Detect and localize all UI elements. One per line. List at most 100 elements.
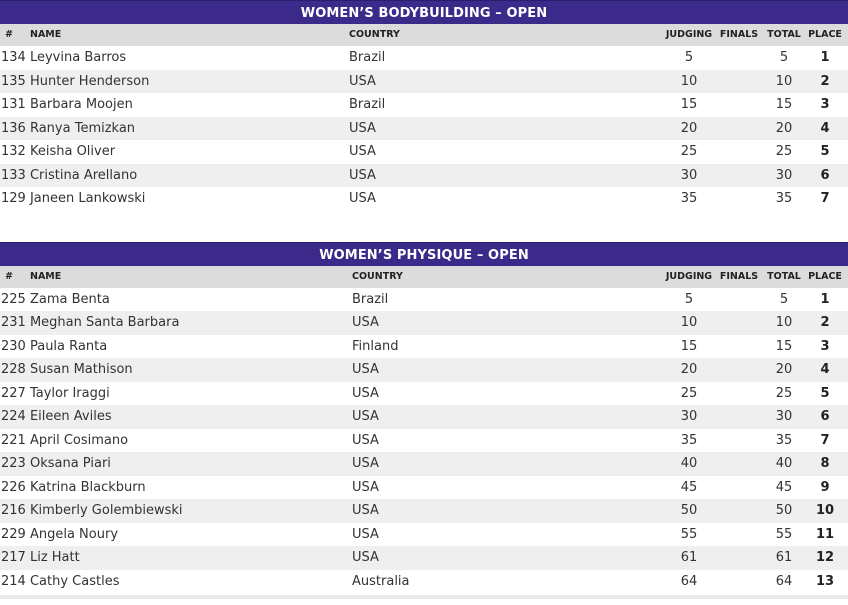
total-cell: 40 xyxy=(775,456,793,471)
place-cell: 6 xyxy=(820,167,830,183)
table-row: 226 Katrina Blackburn USA 45 45 9 xyxy=(0,476,848,500)
total-cell: 25 xyxy=(775,385,793,401)
country-cell: USA xyxy=(352,409,379,424)
competitor-name: Liz Hatt xyxy=(29,550,80,565)
header-place: PLACE xyxy=(808,270,842,282)
place-cell: 5 xyxy=(820,144,830,159)
table-row: 216 Kimberly Golembiewski USA 50 50 10 xyxy=(0,499,848,523)
judging-cell: 15 xyxy=(680,338,698,354)
judging-cell: 20 xyxy=(680,362,698,377)
competitor-name: Paula Ranta xyxy=(29,338,108,354)
table-row: 132 Keisha Oliver USA 25 25 5 xyxy=(0,140,848,164)
country-cell: USA xyxy=(352,432,379,448)
competitor-name: Zama Benta xyxy=(29,291,110,307)
header-country: COUNTRY xyxy=(349,29,400,40)
competitor-name: Angela Noury xyxy=(29,526,119,542)
competitor-name: Kimberly Golembiewski xyxy=(29,503,183,518)
competitor-number-name: 226 Katrina Blackburn xyxy=(1,476,146,500)
place-cell: 7 xyxy=(820,191,830,206)
competitor-number: 228 xyxy=(1,362,26,377)
place-cell: 4 xyxy=(820,120,830,136)
total-cell: 35 xyxy=(775,191,793,206)
total-cell: 10 xyxy=(775,73,793,89)
total-cell: 25 xyxy=(775,144,793,159)
competitor-number: 221 xyxy=(1,432,26,448)
judging-cell: 15 xyxy=(680,97,698,112)
competitor-number-name: 136 Ranya Temizkan xyxy=(1,117,135,141)
country-cell: Brazil xyxy=(349,97,386,112)
competitor-number-name: 221 April Cosimano xyxy=(1,429,128,453)
judging-cell: 20 xyxy=(680,120,698,136)
table-bottom-border xyxy=(0,595,848,599)
competitor-number-name: 132 Keisha Oliver xyxy=(1,140,115,164)
country-cell: USA xyxy=(349,73,376,89)
country-cell: USA xyxy=(349,167,376,183)
place-cell: 1 xyxy=(820,291,830,307)
competitor-number-name: 227 Taylor Iraggi xyxy=(1,382,110,406)
header-place: PLACE xyxy=(808,29,842,40)
competitor-name: April Cosimano xyxy=(29,432,129,448)
competitor-name: Ranya Temizkan xyxy=(29,120,136,136)
place-cell: 8 xyxy=(820,456,830,471)
table-row: 221 April Cosimano USA 35 35 7 xyxy=(0,429,848,453)
competitor-name: Katrina Blackburn xyxy=(29,479,146,495)
total-cell: 10 xyxy=(775,315,793,330)
competitor-number: 136 xyxy=(1,120,26,136)
table-row: 136 Ranya Temizkan USA 20 20 4 xyxy=(0,116,848,141)
total-cell: 30 xyxy=(775,167,793,183)
header-num: # xyxy=(5,29,13,40)
judging-cell: 45 xyxy=(680,479,698,495)
header-finals: FINALS xyxy=(719,29,759,40)
table-row: 134 Leyvina Barros Brazil 5 5 1 xyxy=(0,46,848,70)
competitor-name: Oksana Piari xyxy=(29,456,111,471)
header-total: TOTAL xyxy=(767,270,801,282)
competitor-number-name: 129 Janeen Lankowski xyxy=(1,187,145,211)
section-title: WOMEN’S BODYBUILDING – OPEN xyxy=(0,0,848,24)
place-cell: 4 xyxy=(820,362,830,377)
judging-cell: 25 xyxy=(680,144,698,159)
country-cell: USA xyxy=(352,315,379,330)
competitor-number: 231 xyxy=(1,315,26,330)
table-body: 225 Zama Benta Brazil 5 5 1 231 Meghan Santa … xyxy=(0,288,848,594)
table-row: 231 Meghan Santa Barbara USA 10 10 2 xyxy=(0,311,848,335)
place-cell: 2 xyxy=(820,315,830,330)
section-gap xyxy=(0,211,848,242)
competitor-name: Cristina Arellano xyxy=(29,167,138,183)
competitor-number: 224 xyxy=(1,409,26,424)
competitor-number-name: 131 Barbara Moojen xyxy=(1,93,133,117)
total-cell: 50 xyxy=(775,503,793,518)
competitor-number: 129 xyxy=(1,191,26,206)
judging-cell: 40 xyxy=(680,456,698,471)
country-cell: Brazil xyxy=(349,50,386,65)
competitor-number-name: 134 Leyvina Barros xyxy=(1,46,126,70)
header-finals: FINALS xyxy=(719,270,759,282)
judging-cell: 35 xyxy=(680,432,698,448)
header-judging: JUDGING xyxy=(665,29,713,40)
competitor-number: 132 xyxy=(1,144,26,159)
country-cell: Australia xyxy=(352,573,410,589)
country-cell: USA xyxy=(352,456,379,471)
table-row: 227 Taylor Iraggi USA 25 25 5 xyxy=(0,382,848,406)
competitor-number-name: 216 Kimberly Golembiewski xyxy=(1,499,183,523)
competitor-number: 216 xyxy=(1,503,26,518)
judging-cell: 10 xyxy=(680,315,698,330)
table-header: # NAME COUNTRY JUDGING FINALS TOTAL PLAC… xyxy=(0,265,848,288)
competitor-number-name: 217 Liz Hatt xyxy=(1,546,80,570)
competitor-name: Keisha Oliver xyxy=(29,144,116,159)
judging-cell: 50 xyxy=(680,503,698,518)
place-cell: 3 xyxy=(820,338,830,354)
table-row: 217 Liz Hatt USA 61 61 12 xyxy=(0,546,848,570)
competitor-number-name: 214 Cathy Castles xyxy=(1,570,119,594)
competitor-name: Cathy Castles xyxy=(29,573,120,589)
judging-cell: 61 xyxy=(680,550,698,565)
total-cell: 20 xyxy=(775,120,793,136)
total-cell: 61 xyxy=(775,550,793,565)
place-cell: 9 xyxy=(820,479,830,495)
country-cell: Brazil xyxy=(352,291,389,307)
place-cell: 6 xyxy=(820,409,830,424)
competitor-number-name: 230 Paula Ranta xyxy=(1,335,107,359)
country-cell: USA xyxy=(352,526,379,542)
competitor-number-name: 225 Zama Benta xyxy=(1,288,110,312)
country-cell: USA xyxy=(352,479,379,495)
table-row: 230 Paula Ranta Finland 15 15 3 xyxy=(0,335,848,359)
